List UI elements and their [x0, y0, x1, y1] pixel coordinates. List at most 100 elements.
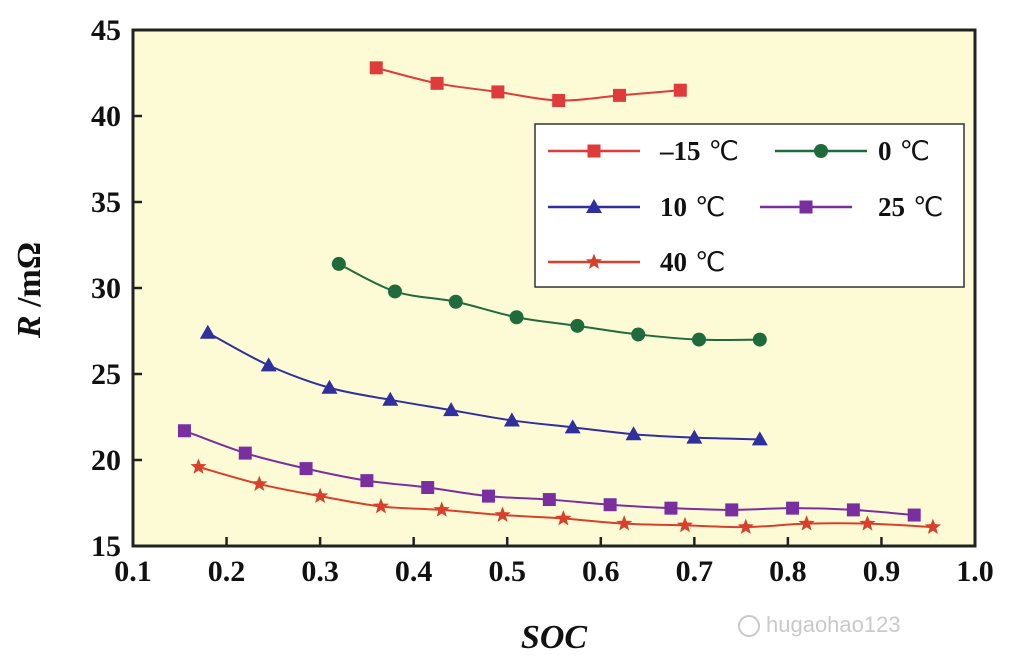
data-point [664, 501, 678, 515]
data-point [751, 431, 768, 446]
data-point [555, 509, 572, 526]
data-point [503, 412, 520, 427]
y-axis-title: R /mΩ [11, 242, 48, 339]
data-point [430, 76, 444, 90]
data-point [321, 379, 338, 394]
data-point [625, 426, 642, 441]
legend-swatch-marker [587, 144, 601, 158]
data-point [372, 497, 390, 514]
data-point [552, 94, 566, 108]
plot-area [131, 28, 977, 548]
data-point [542, 493, 556, 507]
x-tick-label: 0.1 [114, 555, 152, 588]
legend-label-unit: ℃ [900, 136, 930, 166]
series-1 [331, 256, 767, 347]
tick-layer [131, 28, 977, 548]
data-point [360, 474, 374, 488]
legend-swatch-marker [585, 253, 603, 269]
data-point [786, 501, 800, 515]
series-0 [369, 61, 687, 108]
data-point [846, 503, 860, 517]
data-point [564, 419, 581, 434]
legend-label: –15 ℃ [659, 136, 739, 166]
y-tick-label: 35 [91, 186, 121, 219]
data-point [433, 501, 450, 517]
legend-items: –15 ℃ 0 ℃10 ℃ 25 ℃40 ℃ [548, 136, 943, 277]
data-point [570, 318, 585, 333]
x-tick-label: 0.7 [676, 555, 714, 588]
series-line [207, 331, 760, 441]
legend-label: 0 ℃ [878, 136, 930, 166]
watermark: hugaohao123 [738, 612, 901, 638]
data-point [199, 324, 216, 339]
y-axis-title-symbol: R [11, 315, 48, 339]
x-axis-title: SOC [521, 619, 587, 656]
data-point [251, 475, 268, 491]
legend-label-unit: ℃ [695, 247, 725, 277]
data-point [177, 424, 191, 438]
watermark-text: hugaohao123 [766, 612, 901, 637]
legend-item: 10 ℃ [548, 192, 725, 222]
data-point [491, 85, 505, 99]
series-layer [177, 61, 941, 534]
legend-swatch-marker [814, 144, 828, 158]
legend-label: 25 ℃ [878, 192, 943, 222]
y-tick-label: 30 [91, 272, 121, 305]
data-point [859, 515, 876, 531]
data-point [631, 327, 646, 342]
data-point [260, 357, 277, 372]
legend-label-name: –15 [659, 136, 701, 166]
legend-item: –15 ℃ [548, 136, 739, 166]
x-tick-label: 0.4 [395, 555, 433, 588]
data-point [448, 294, 463, 309]
data-point [312, 487, 329, 503]
legend-label-unit: ℃ [695, 192, 725, 222]
x-tick-label: 0.6 [582, 555, 620, 588]
legend-label-unit: ℃ [709, 136, 739, 166]
y-tick-label: 15 [91, 530, 121, 563]
data-point [331, 256, 346, 271]
x-tick-label: 0.3 [301, 555, 339, 588]
data-point [482, 489, 496, 503]
series-2 [199, 324, 768, 446]
x-tick-label: 0.9 [863, 555, 901, 588]
data-point [494, 506, 511, 522]
legend-label-name: 0 [878, 136, 892, 166]
legend: –15 ℃ 0 ℃10 ℃ 25 ℃40 ℃ [534, 123, 965, 288]
data-point [686, 429, 703, 444]
y-tick-label: 40 [91, 100, 121, 133]
y-tick-label: 45 [91, 14, 121, 47]
x-tick-label: 0.5 [488, 555, 526, 588]
data-point [924, 518, 941, 534]
series-3 [177, 424, 921, 522]
legend-label-name: 10 [660, 192, 687, 222]
data-point [725, 503, 739, 517]
data-point [382, 391, 399, 406]
legend-swatch-marker [586, 199, 602, 213]
x-tick-label: 1.0 [956, 555, 994, 588]
y-axis-title-unit: /mΩ [11, 242, 48, 316]
tick-label-layer: 0.1 0.2 0.3 0.4 0.5 0.6 0.7 0.8 0.9 1.0 15 20 25 30 35… [91, 14, 994, 588]
data-point [673, 83, 687, 97]
data-point [238, 446, 252, 460]
data-point [509, 310, 524, 325]
data-point [603, 498, 617, 512]
series-4 [190, 458, 941, 534]
data-point [907, 508, 921, 522]
y-tick-label: 20 [91, 444, 121, 477]
legend-item: 25 ℃ [760, 192, 943, 222]
legend-swatch-marker [799, 200, 813, 214]
x-tick-label: 0.8 [769, 555, 807, 588]
legend-label-unit: ℃ [913, 192, 943, 222]
legend-label-name: 40 [660, 247, 687, 277]
watermark-paw-icon [738, 615, 760, 638]
data-point [421, 481, 435, 495]
data-point [190, 458, 207, 474]
y-tick-label: 25 [91, 358, 121, 391]
data-point [676, 516, 694, 533]
x-tick-label: 0.2 [208, 555, 246, 588]
data-point [369, 61, 383, 75]
legend-item: 40 ℃ [548, 247, 725, 277]
legend-label: 10 ℃ [660, 192, 725, 222]
